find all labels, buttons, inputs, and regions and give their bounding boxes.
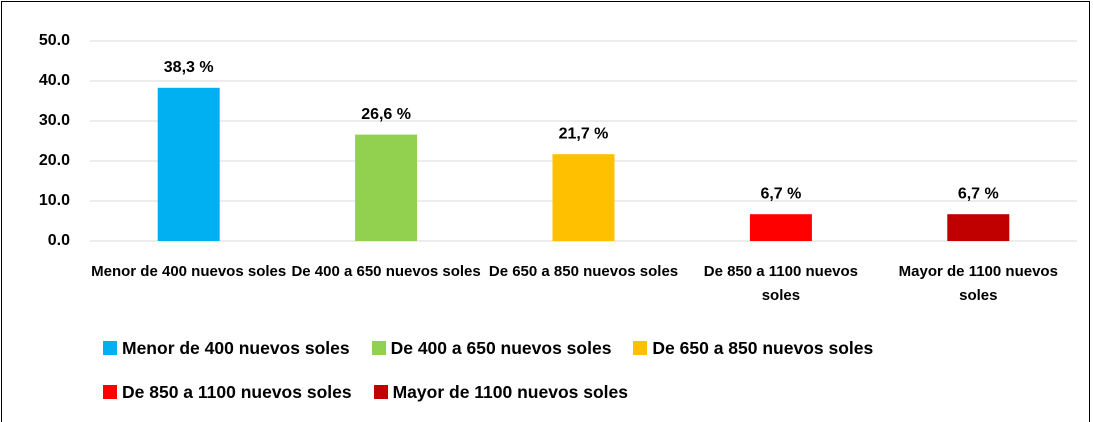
legend-swatch bbox=[373, 385, 388, 399]
bar bbox=[947, 214, 1010, 241]
y-tick-label: 30.0 bbox=[39, 112, 70, 129]
y-tick-label: 10.0 bbox=[39, 192, 70, 209]
x-tick-label: De 650 a 850 nuevos soles bbox=[488, 263, 679, 280]
legend-label: De 850 a 1100 nuevos soles bbox=[122, 382, 352, 402]
legend-label: De 650 a 850 nuevos soles bbox=[652, 338, 874, 358]
legend-item: Menor de 400 nuevos soles bbox=[103, 336, 350, 360]
data-label: 6,7 % bbox=[958, 185, 999, 202]
x-tick-label: De 400 a 650 nuevos soles bbox=[291, 263, 481, 280]
x-tick-label: De 850 a 1100 nuevos soles bbox=[703, 263, 859, 304]
y-tick-label: 50.0 bbox=[39, 32, 70, 49]
legend-item: Mayor de 1100 nuevos soles bbox=[373, 380, 628, 404]
x-tick-label: Mayor de 1100 nuevos soles bbox=[898, 263, 1058, 304]
legend-label: Menor de 400 nuevos soles bbox=[122, 338, 350, 358]
data-label: 26,6 % bbox=[361, 106, 411, 123]
legend-item: De 400 a 650 nuevos soles bbox=[371, 336, 612, 360]
legend-label: De 400 a 650 nuevos soles bbox=[390, 338, 612, 358]
legend-item: De 850 a 1100 nuevos soles bbox=[103, 380, 352, 404]
legend-swatch bbox=[371, 341, 386, 355]
data-label: 6,7 % bbox=[760, 185, 801, 202]
data-label: 38,3 % bbox=[164, 59, 214, 76]
bar bbox=[157, 87, 220, 241]
y-tick-label: 0.0 bbox=[48, 232, 70, 249]
x-tick-label: Menor de 400 nuevos soles bbox=[91, 263, 287, 280]
bar bbox=[355, 134, 418, 241]
bar bbox=[749, 214, 812, 241]
legend-swatch bbox=[103, 385, 117, 399]
legend-item: De 650 a 850 nuevos soles bbox=[633, 336, 873, 360]
legend-label: Mayor de 1100 nuevos soles bbox=[392, 382, 628, 402]
y-tick-label: 40.0 bbox=[39, 72, 70, 89]
legend-swatch bbox=[633, 341, 648, 355]
bar bbox=[552, 154, 615, 241]
data-label: 21,7 % bbox=[559, 125, 609, 142]
legend-swatch bbox=[103, 341, 117, 355]
y-tick-label: 20.0 bbox=[39, 152, 70, 169]
legend: Menor de 400 nuevos soles De 400 a 650 nu… bbox=[103, 336, 1013, 404]
